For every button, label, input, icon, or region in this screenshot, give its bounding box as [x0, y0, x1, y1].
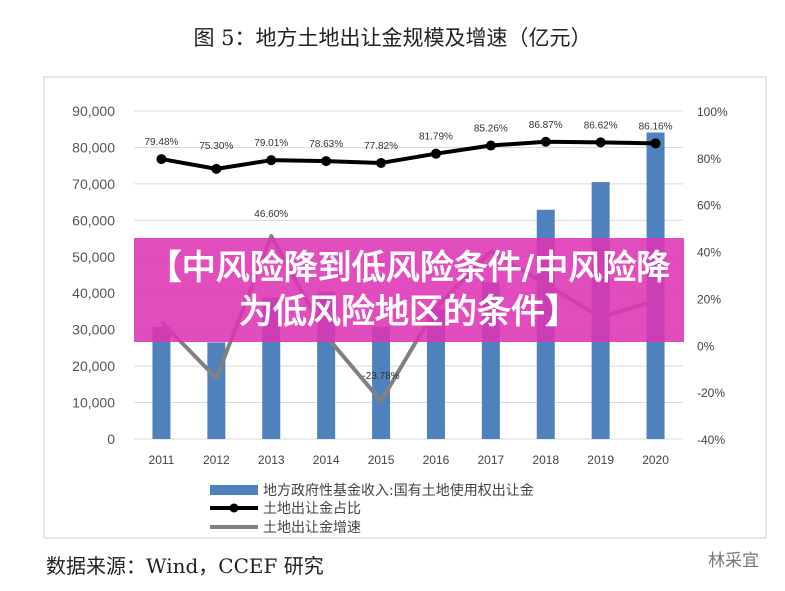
share-data-label: 86.16%: [639, 121, 673, 132]
y-right-tick-label: -20%: [697, 386, 725, 400]
share-data-label: 78.63%: [309, 139, 343, 150]
y-left-tick-label: 0: [107, 431, 115, 447]
x-tick-label: 2011: [149, 453, 175, 467]
x-tick-label: 2013: [258, 453, 285, 467]
share-data-label: 79.48%: [144, 137, 178, 148]
y-left-tick-label: 90,000: [72, 103, 115, 119]
x-tick-label: 2018: [532, 453, 559, 467]
share-data-label: 81.79%: [419, 132, 453, 143]
share-point-2014: [321, 156, 332, 167]
x-tick-label: 2014: [313, 453, 340, 467]
overlay-banner: 【中风险降到低风险条件/中风险降为低风险地区的条件】: [134, 238, 684, 342]
bar-2015: [372, 326, 391, 439]
y-right-tick-label: 40%: [697, 246, 721, 260]
legend-label-bar: 地方政府性基金收入:国有土地使用权出让金: [263, 482, 534, 499]
share-point-2012: [211, 163, 222, 174]
legend-label-growth: 土地出让金增速: [263, 520, 361, 536]
y-right-tick-label: 0%: [697, 339, 715, 353]
x-tick-label: 2019: [587, 453, 614, 467]
legend-label-share: 土地出让金占比: [263, 501, 361, 517]
y-right-tick-label: 60%: [697, 199, 721, 213]
y-left-tick-label: 30,000: [72, 322, 115, 338]
share-data-label: 77.82%: [364, 141, 398, 152]
legend-swatch-bar: [210, 485, 258, 495]
share-data-label: 86.62%: [584, 120, 618, 131]
watermark: 林采宜: [708, 551, 759, 571]
share-point-2017: [485, 140, 496, 151]
x-tick-label: 2017: [477, 453, 504, 467]
x-tick-label: 2020: [642, 453, 669, 467]
chart-title: 图 5：地方土地出让金规模及增速（亿元）: [193, 26, 592, 50]
growth-data-label: 46.60%: [254, 209, 288, 220]
y-left-tick-label: 50,000: [72, 249, 115, 265]
y-left-tick-label: 20,000: [72, 358, 115, 374]
share-line: [161, 139, 656, 171]
share-point-2020: [650, 138, 661, 149]
share-data-label: 75.30%: [199, 141, 233, 152]
y-left-tick-label: 10,000: [72, 395, 115, 411]
y-right-tick-label: -40%: [697, 433, 725, 447]
share-data-label: 79.01%: [254, 138, 288, 149]
y-left-tick-label: 70,000: [72, 176, 115, 192]
chart-frame: [43, 76, 767, 539]
share-point-2015: [376, 157, 387, 168]
share-point-2016: [430, 148, 441, 159]
y-right-tick-label: 100%: [697, 105, 728, 119]
share-point-2013: [266, 155, 277, 166]
x-tick-label: 2012: [203, 453, 230, 467]
x-tick-label: 2016: [423, 453, 450, 467]
share-data-label: 85.26%: [474, 124, 508, 135]
growth-data-label: -23.78%: [362, 371, 399, 382]
x-tick-label: 2015: [368, 453, 395, 467]
share-point-2011: [156, 154, 167, 165]
y-right-tick-label: 20%: [697, 292, 721, 306]
y-left-tick-label: 80,000: [72, 139, 115, 155]
share-point-2018: [540, 136, 551, 147]
source-note: 数据来源：Wind，CCEF 研究: [46, 554, 324, 578]
y-left-tick-label: 60,000: [72, 212, 115, 228]
share-point-2019: [595, 137, 606, 148]
y-left-tick-label: 40,000: [72, 285, 115, 301]
legend-marker-share: [229, 503, 239, 513]
share-data-label: 86.87%: [529, 120, 563, 131]
bar-2011: [152, 326, 171, 439]
y-right-tick-label: 80%: [697, 152, 721, 166]
